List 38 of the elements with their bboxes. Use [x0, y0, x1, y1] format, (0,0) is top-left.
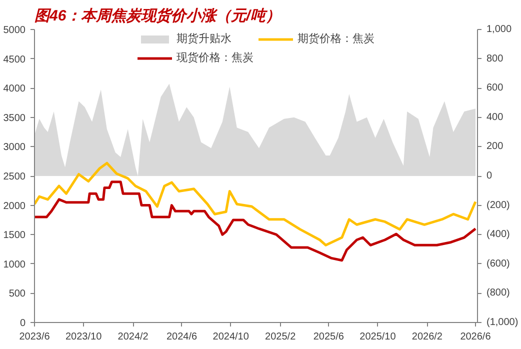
x-tick-label: 2024/2 — [118, 332, 149, 342]
y-tick-label: 2500 — [3, 172, 26, 182]
x-tick-label: 2023/10 — [66, 332, 102, 342]
y2-tick-label: 1,000 — [486, 24, 512, 35]
x-tick-label: 2024/10 — [212, 332, 250, 342]
y-tick-label: 500 — [8, 288, 26, 300]
y-tick-label: 1500 — [3, 230, 26, 242]
y2-tick-label: (600) — [486, 258, 510, 270]
x-tick-label: 2024/6 — [166, 332, 198, 342]
y-tick-label: 5000 — [3, 25, 26, 36]
y2-tick-label: 0 — [486, 170, 492, 182]
y-tick-label: 0 — [20, 318, 26, 329]
y2-tick-label: 800 — [486, 53, 504, 64]
y2-tick-label: (200) — [486, 200, 510, 211]
x-tick-label: 2023/6 — [19, 332, 50, 342]
line-series — [34, 162, 477, 246]
x-tick-label: 2026/2 — [412, 332, 443, 342]
x-tick-label: 2025/2 — [265, 332, 296, 342]
y2-tick-label: (400) — [486, 229, 510, 240]
legend-label: 期货价格：焦炭 — [298, 32, 374, 46]
y2-tick-label: 200 — [486, 141, 504, 152]
y2-tick-label: (1,000) — [486, 317, 518, 328]
y2-tick-label: 400 — [486, 112, 504, 123]
x-tick-label: 2025/6 — [313, 332, 344, 342]
line-series — [34, 180, 477, 262]
legend-label: 期货升贴水 — [176, 32, 232, 46]
legend-label: 现货价格：焦炭 — [176, 51, 254, 65]
y-tick-label: 3000 — [3, 142, 26, 154]
y-tick-label: 1000 — [3, 259, 26, 270]
x-tick-label: 2025/10 — [360, 332, 396, 342]
y-tick-label: 4000 — [3, 84, 26, 95]
chart-title: 图46：本周焦炭现货价小涨（元/吨） — [34, 8, 280, 24]
y-tick-label: 2000 — [3, 200, 26, 212]
y2-tick-label: (800) — [486, 288, 510, 299]
y-tick-label: 4500 — [3, 54, 26, 66]
y2-tick-label: 600 — [486, 82, 504, 94]
x-tick-label: 2026/6 — [460, 332, 492, 342]
y-tick-label: 3500 — [3, 112, 26, 124]
